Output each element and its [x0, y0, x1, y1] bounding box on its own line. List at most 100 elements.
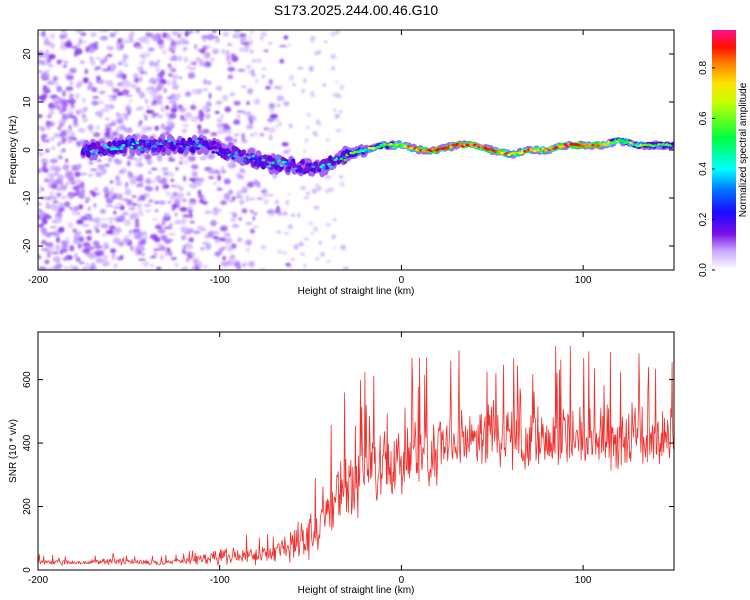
noise-blob: [135, 177, 144, 182]
noise-blob: [154, 209, 159, 213]
noise-blob: [139, 231, 148, 236]
noise-blob: [173, 102, 177, 108]
track-core: [325, 166, 330, 170]
noise-blob: [225, 49, 230, 56]
noise-blob: [115, 118, 124, 125]
noise-blob: [88, 252, 95, 260]
noise-blob: [58, 202, 65, 206]
track-core: [143, 147, 148, 151]
noise-blob: [170, 238, 174, 242]
track-core: [179, 142, 184, 146]
noise-blob: [47, 63, 54, 68]
noise-blob: [94, 66, 102, 70]
noise-blob: [202, 78, 208, 85]
noise-blob: [52, 265, 61, 270]
noise-blob: [254, 131, 258, 137]
noise-blob: [59, 150, 64, 154]
noise-blob: [103, 244, 110, 250]
noise-blob: [48, 53, 56, 60]
noise-blob: [191, 170, 198, 177]
noise-blob: [100, 58, 106, 65]
colorbar-tick-label: 0.6: [698, 111, 709, 125]
track-core: [343, 158, 348, 162]
noise-blob: [158, 200, 166, 206]
noise-blob: [268, 78, 273, 86]
noise-blob: [52, 230, 61, 237]
noise-blob: [62, 64, 68, 68]
noise-blob: [151, 94, 159, 100]
noise-blob: [146, 126, 153, 131]
noise-blob: [335, 80, 340, 84]
noise-blob: [234, 133, 240, 137]
noise-blob: [93, 203, 97, 208]
noise-blob: [64, 201, 71, 208]
noise-blob: [55, 244, 60, 252]
spectrogram-y-axis-label: Frequency (Hz): [8, 116, 19, 185]
noise-blob: [165, 191, 171, 197]
noise-blob: [248, 70, 252, 74]
noise-blob: [137, 197, 141, 202]
noise-blob: [182, 244, 187, 250]
noise-blob: [219, 125, 223, 130]
noise-blob: [183, 56, 188, 63]
noise-blob: [51, 98, 60, 102]
noise-blob: [50, 137, 55, 141]
noise-blob: [196, 56, 200, 63]
noise-blob: [65, 86, 74, 92]
noise-blob: [41, 231, 49, 236]
noise-blob: [182, 123, 189, 128]
noise-blob: [169, 67, 176, 71]
noise-blob: [53, 133, 60, 138]
noise-blob: [44, 214, 52, 220]
noise-blob: [70, 105, 76, 110]
track-core: [261, 158, 266, 162]
track-core: [119, 147, 124, 150]
noise-blob: [330, 31, 336, 37]
noise-blob: [98, 79, 105, 85]
noise-blob: [222, 255, 226, 261]
noise-blob: [98, 90, 106, 94]
noise-blob: [238, 33, 247, 38]
noise-blob: [246, 111, 250, 115]
noise-blob: [123, 63, 129, 68]
noise-blob: [69, 245, 75, 252]
noise-blob: [214, 110, 220, 114]
noise-blob: [315, 120, 321, 125]
noise-blob: [217, 174, 222, 182]
noise-blob: [177, 192, 185, 199]
noise-blob: [57, 142, 61, 147]
noise-blob: [269, 113, 278, 119]
track-core: [83, 148, 88, 151]
noise-blob: [249, 228, 255, 234]
noise-blob: [164, 112, 170, 117]
noise-blob: [252, 179, 259, 186]
noise-blob: [49, 107, 55, 113]
snr-y-axis-label: SNR (10 * v/v): [8, 419, 19, 483]
noise-blob: [192, 230, 201, 234]
noise-blob: [109, 32, 116, 38]
noise-blob: [245, 65, 252, 69]
track-core: [175, 142, 180, 146]
noise-blob: [40, 126, 46, 132]
noise-blob: [87, 206, 91, 211]
noise-blob: [134, 77, 140, 83]
noise-blob: [65, 128, 74, 134]
noise-blob: [224, 126, 230, 130]
noise-blob: [236, 114, 241, 119]
noise-blob: [196, 115, 201, 119]
noise-blob: [306, 112, 311, 117]
noise-blob: [98, 30, 104, 33]
noise-blob: [175, 40, 182, 46]
noise-blob: [41, 52, 50, 58]
noise-blob: [123, 39, 131, 44]
noise-blob: [129, 245, 135, 252]
noise-blob: [268, 103, 276, 110]
noise-blob: [101, 233, 108, 237]
noise-blob: [313, 51, 320, 56]
noise-blob: [104, 123, 112, 129]
noise-blob: [92, 96, 100, 99]
noise-blob: [188, 201, 196, 206]
noise-blob: [194, 180, 202, 187]
noise-blob: [199, 48, 206, 54]
noise-blob: [79, 60, 86, 65]
